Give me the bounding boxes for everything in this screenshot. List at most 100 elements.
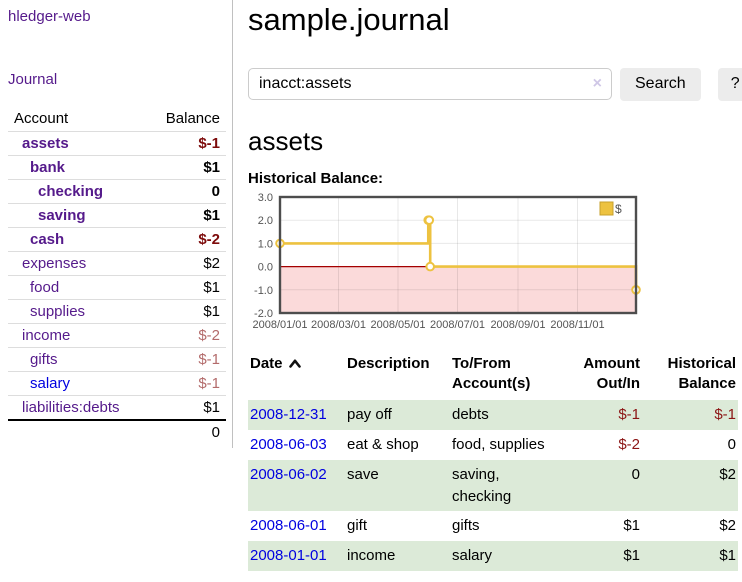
x-axis-tick-label: 2008/01/01	[252, 319, 307, 331]
account-balance: $1	[144, 299, 226, 324]
register-date-cell: 2008-06-02	[248, 460, 345, 512]
register-header-row: Date Description To/From Account(s) Amou…	[248, 352, 738, 401]
register-description-cell: income	[347, 547, 396, 565]
account-link-expenses[interactable]: expenses	[22, 255, 87, 272]
register-header-date[interactable]: Date	[248, 352, 345, 401]
account-link-food[interactable]: food	[30, 279, 60, 296]
register-row[interactable]: 2008-01-01 income salary $1 $1	[248, 541, 738, 571]
account-link-saving[interactable]: saving	[38, 207, 86, 224]
register-date-link[interactable]: 2008-06-03	[250, 436, 327, 454]
account-name-cell: food	[8, 275, 145, 300]
register-accounts-cell: debts	[452, 406, 489, 424]
register-balance-cell: $-1	[714, 406, 736, 424]
accounts-header-row: Account Balance	[8, 106, 226, 132]
account-link-assets[interactable]: assets	[22, 135, 69, 152]
account-row: saving $1	[8, 203, 226, 228]
account-balance: $1	[144, 155, 226, 180]
search-input[interactable]	[248, 68, 612, 101]
register-date-link[interactable]: 2008-12-31	[250, 406, 327, 424]
register-date-link[interactable]: 2008-06-01	[250, 517, 327, 535]
data-point-marker	[424, 215, 435, 225]
account-balance: $1	[144, 203, 226, 228]
register-row[interactable]: 2008-06-01 gift gifts $1 $2	[248, 511, 738, 541]
account-row: cash $-2	[8, 227, 226, 252]
account-row: income $-2	[8, 323, 226, 348]
register-description-cell: save	[347, 465, 379, 483]
account-name-cell: bank	[8, 155, 145, 180]
account-row: expenses $2	[8, 251, 226, 276]
register-row[interactable]: 2008-12-31 pay off debts $-1 $-1	[248, 400, 738, 431]
chart-title: Historical Balance:	[248, 169, 384, 187]
chart-border	[278, 195, 638, 315]
account-row: assets $-1	[8, 131, 226, 156]
accounts-header-balance: Balance	[165, 110, 220, 127]
sidebar-item-journal[interactable]: Journal	[8, 71, 58, 88]
account-link-liabilities-debts[interactable]: liabilities:debts	[22, 399, 120, 416]
account-link-supplies[interactable]: supplies	[30, 303, 86, 320]
x-axis-tick-label: 2008/09/01	[490, 319, 545, 331]
accounts-header-account: Account	[14, 110, 69, 127]
accounts-table: Account Balance assets $-1 bank $1 checking 0…	[8, 106, 226, 444]
accounts-total-row: 0	[8, 419, 226, 444]
account-link-income[interactable]: income	[22, 327, 71, 344]
account-balance: $-2	[144, 227, 226, 252]
legend-swatch	[599, 201, 614, 216]
legend-label: $	[615, 202, 622, 216]
y-axis-tick-label: 3.0	[258, 192, 273, 204]
account-name-cell: cash	[8, 227, 145, 252]
search-button[interactable]: Search	[620, 67, 701, 101]
sidebar: hledger-web Journal Account Balance asse…	[0, 0, 233, 448]
clear-search-icon[interactable]: ×	[592, 75, 602, 93]
register-date-link[interactable]: 2008-06-02	[250, 465, 327, 483]
register-amount-cell: $1	[623, 547, 640, 565]
y-axis-tick-label: 1.0	[258, 238, 273, 250]
account-link-cash[interactable]: cash	[30, 231, 65, 248]
account-balance: $-1	[144, 347, 226, 372]
x-axis-tick-label: 2008/07/01	[430, 319, 485, 331]
x-axis-tick-label: 2008/05/01	[370, 319, 425, 331]
register-header-description[interactable]: Description	[347, 354, 430, 372]
account-name-cell: gifts	[8, 347, 145, 372]
account-row: liabilities:debts $1	[8, 395, 226, 420]
account-row: salary $-1	[8, 371, 226, 396]
register-balance-cell: $1	[719, 547, 736, 565]
main-content: sample.journal × Search ? assets Histori…	[233, 0, 742, 582]
register-table: Date Description To/From Account(s) Amou…	[248, 352, 738, 571]
register-description-cell: gift	[347, 517, 368, 535]
register-description-cell: pay off	[347, 406, 392, 424]
account-balance: $-1	[144, 371, 226, 396]
y-axis-tick-label: -2.0	[254, 308, 273, 320]
account-name-cell: assets	[8, 131, 145, 156]
register-date-cell: 2008-01-01	[248, 541, 345, 571]
account-name-cell: expenses	[8, 251, 145, 276]
account-balance: $1	[144, 395, 226, 420]
account-link-gifts[interactable]: gifts	[30, 351, 58, 368]
account-row: gifts $-1	[8, 347, 226, 372]
register-row[interactable]: 2008-06-03 eat & shop food, supplies $-2 0	[248, 430, 738, 460]
search-input-wrap: ×	[248, 68, 612, 101]
account-row: checking 0	[8, 179, 226, 204]
register-balance-cell: $2	[719, 465, 736, 483]
register-amount-cell: 0	[631, 465, 640, 483]
account-balance: $-2	[144, 323, 226, 348]
account-link-bank[interactable]: bank	[30, 159, 66, 176]
account-name-cell: supplies	[8, 299, 145, 324]
account-row: bank $1	[8, 155, 226, 180]
register-date-cell: 2008-06-01	[248, 511, 345, 541]
account-link-checking[interactable]: checking	[38, 183, 104, 200]
search-form: × Search ?	[248, 67, 742, 101]
chart-negative-region	[280, 266, 636, 313]
page-title: sample.journal	[248, 2, 450, 37]
register-date-link[interactable]: 2008-01-01	[250, 547, 327, 565]
help-button[interactable]: ?	[717, 67, 742, 101]
register-balance-cell: $2	[719, 517, 736, 535]
account-name-cell: income	[8, 323, 145, 348]
account-link-salary[interactable]: salary	[30, 375, 71, 392]
x-axis-tick-label: 2008/03/01	[311, 319, 366, 331]
register-row[interactable]: 2008-06-02 save saving, checking 0 $2	[248, 459, 738, 512]
y-axis-tick-label: 0.0	[258, 261, 273, 273]
account-balance: 0	[144, 179, 226, 204]
app-title-link[interactable]: hledger-web	[8, 8, 91, 25]
